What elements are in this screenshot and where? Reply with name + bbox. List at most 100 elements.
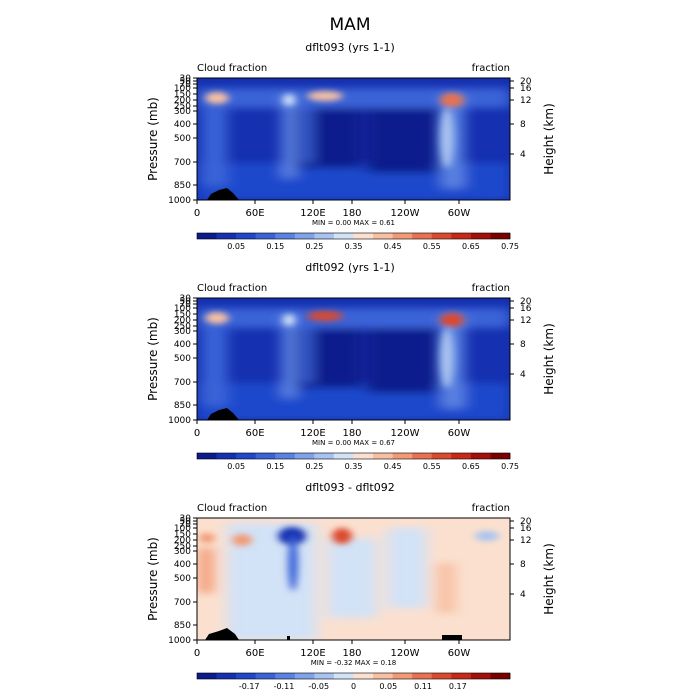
colorbar-label: 0.05 [227,462,245,471]
colorbar-swatch [314,673,335,679]
units-label: fraction [472,503,510,514]
colorbar-swatch [470,233,491,239]
colorbar-swatch [333,673,354,679]
y-tick-label: 850 [174,621,191,631]
y-tick-label: 400 [174,560,191,570]
colorbar-label: 0.35 [345,242,363,251]
y-tick-label: 400 [174,340,191,350]
y-tick-label: 250 [174,102,191,112]
colorbar-label: 0.75 [501,462,519,471]
height-tick-label: 20 [520,517,532,527]
y-tick-label: 500 [174,134,191,144]
x-tick-label: 60E [245,648,264,659]
y-tick-label: 30 [180,74,192,84]
x-tick-label: 0 [194,648,200,659]
height-axis-title: Height (km) [542,103,556,174]
y-tick-label: 500 [174,574,191,584]
colorbar-swatch [353,673,374,679]
colorbar-label: 0.55 [423,462,441,471]
colorbar-swatch [236,453,256,459]
colorbar-label: 0.11 [414,682,432,691]
colorbar-label: 0.17 [449,682,467,691]
height-tick-label: 20 [520,77,532,87]
colorbar-swatch [236,233,256,239]
colorbar-swatch [373,673,393,679]
y-tick-label: 700 [174,158,191,168]
y-axis-title: Pressure (mb) [146,317,160,401]
terrain-mask [287,636,290,640]
colorbar-swatch [216,453,237,459]
y-tick-label: 30 [180,514,192,524]
colorbar: 0.05 0.15 0.25 0.35 0.45 0.55 0.65 0.75 [196,452,519,471]
colorbar-label: 0.75 [501,242,519,251]
colorbar-swatch [333,233,354,239]
colorbar-swatch [216,673,237,679]
height-tick-label: 12 [520,316,531,326]
terrain-mask [207,408,239,420]
x-tick-label: 180 [342,648,361,659]
colorbar-swatch [255,673,276,679]
colorbar: 0.05 0.15 0.25 0.35 0.45 0.55 0.65 0.75 [196,232,519,251]
colorbar-label: 0.25 [305,462,323,471]
x-tick-label: 0 [194,428,200,439]
colorbar-swatch [197,233,217,239]
colorbar-label: 0.45 [384,242,402,251]
colorbar-swatch [216,233,237,239]
colorbar-swatch [373,453,393,459]
units-label: fraction [472,283,510,294]
height-tick-label: 4 [520,370,526,380]
contour-field [197,518,510,640]
colorbar-label: 0.15 [266,462,284,471]
colorbar-label: 0.35 [345,462,363,471]
y-tick-label: 150 [174,530,191,540]
y-tick-label: 70 [180,80,192,90]
x-tick-label: 60E [245,208,264,219]
y-tick-label: 200 [174,316,191,326]
colorbar-swatch [294,453,315,459]
colorbar-swatch [490,453,511,459]
y-tick-label: 100 [174,84,191,94]
height-tick-label: 8 [520,120,526,130]
colorbar-swatch [431,673,452,679]
height-tick-label: 8 [520,560,526,570]
y-tick-label: 50 [180,77,192,87]
colorbar-swatch [373,233,393,239]
plot-frame [196,517,511,641]
colorbar-swatch [353,453,374,459]
x-tick-label: 60W [448,208,471,219]
colorbar-swatch [294,233,315,239]
x-tick-label: 60W [448,648,471,659]
height-tick-label: 4 [520,590,526,600]
y-tick-label: 200 [174,536,191,546]
y-tick-label: 1000 [168,196,191,206]
y-tick-label: 250 [174,322,191,332]
chart-panel-2: dflt093 - dflt092 Cloud fraction fraction 0… [146,481,556,691]
panel-title: dflt092 (yrs 1-1) [305,261,395,274]
colorbar-swatch [392,233,413,239]
y-tick-label: 70 [180,520,192,530]
colorbar-label: 0.25 [305,242,323,251]
y-tick-label: 700 [174,598,191,608]
colorbar-swatch [197,673,217,679]
colorbar-label: -0.11 [274,682,295,691]
colorbar-swatch [451,233,472,239]
height-tick-label: 16 [520,304,532,314]
y-tick-label: 1000 [168,636,191,646]
colorbar-label: 0.55 [423,242,441,251]
y-tick-label: 300 [174,547,191,557]
colorbar-label: 0.15 [266,242,284,251]
y-tick-label: 150 [174,90,191,100]
colorbar-swatch [294,673,315,679]
colorbar-label: -0.05 [308,682,329,691]
colorbar-swatch [451,673,472,679]
height-axis-title: Height (km) [542,323,556,394]
y-tick-label: 300 [174,107,191,117]
colorbar-swatch [314,233,335,239]
y-axis-title: Pressure (mb) [146,537,160,621]
colorbar-swatch [431,233,452,239]
chart-panel-0: dflt093 (yrs 1-1) Cloud fraction fraction 0… [146,41,556,251]
terrain-mask [205,628,239,640]
colorbar-label: 0.65 [462,242,480,251]
x-tick-label: 120W [391,648,420,659]
